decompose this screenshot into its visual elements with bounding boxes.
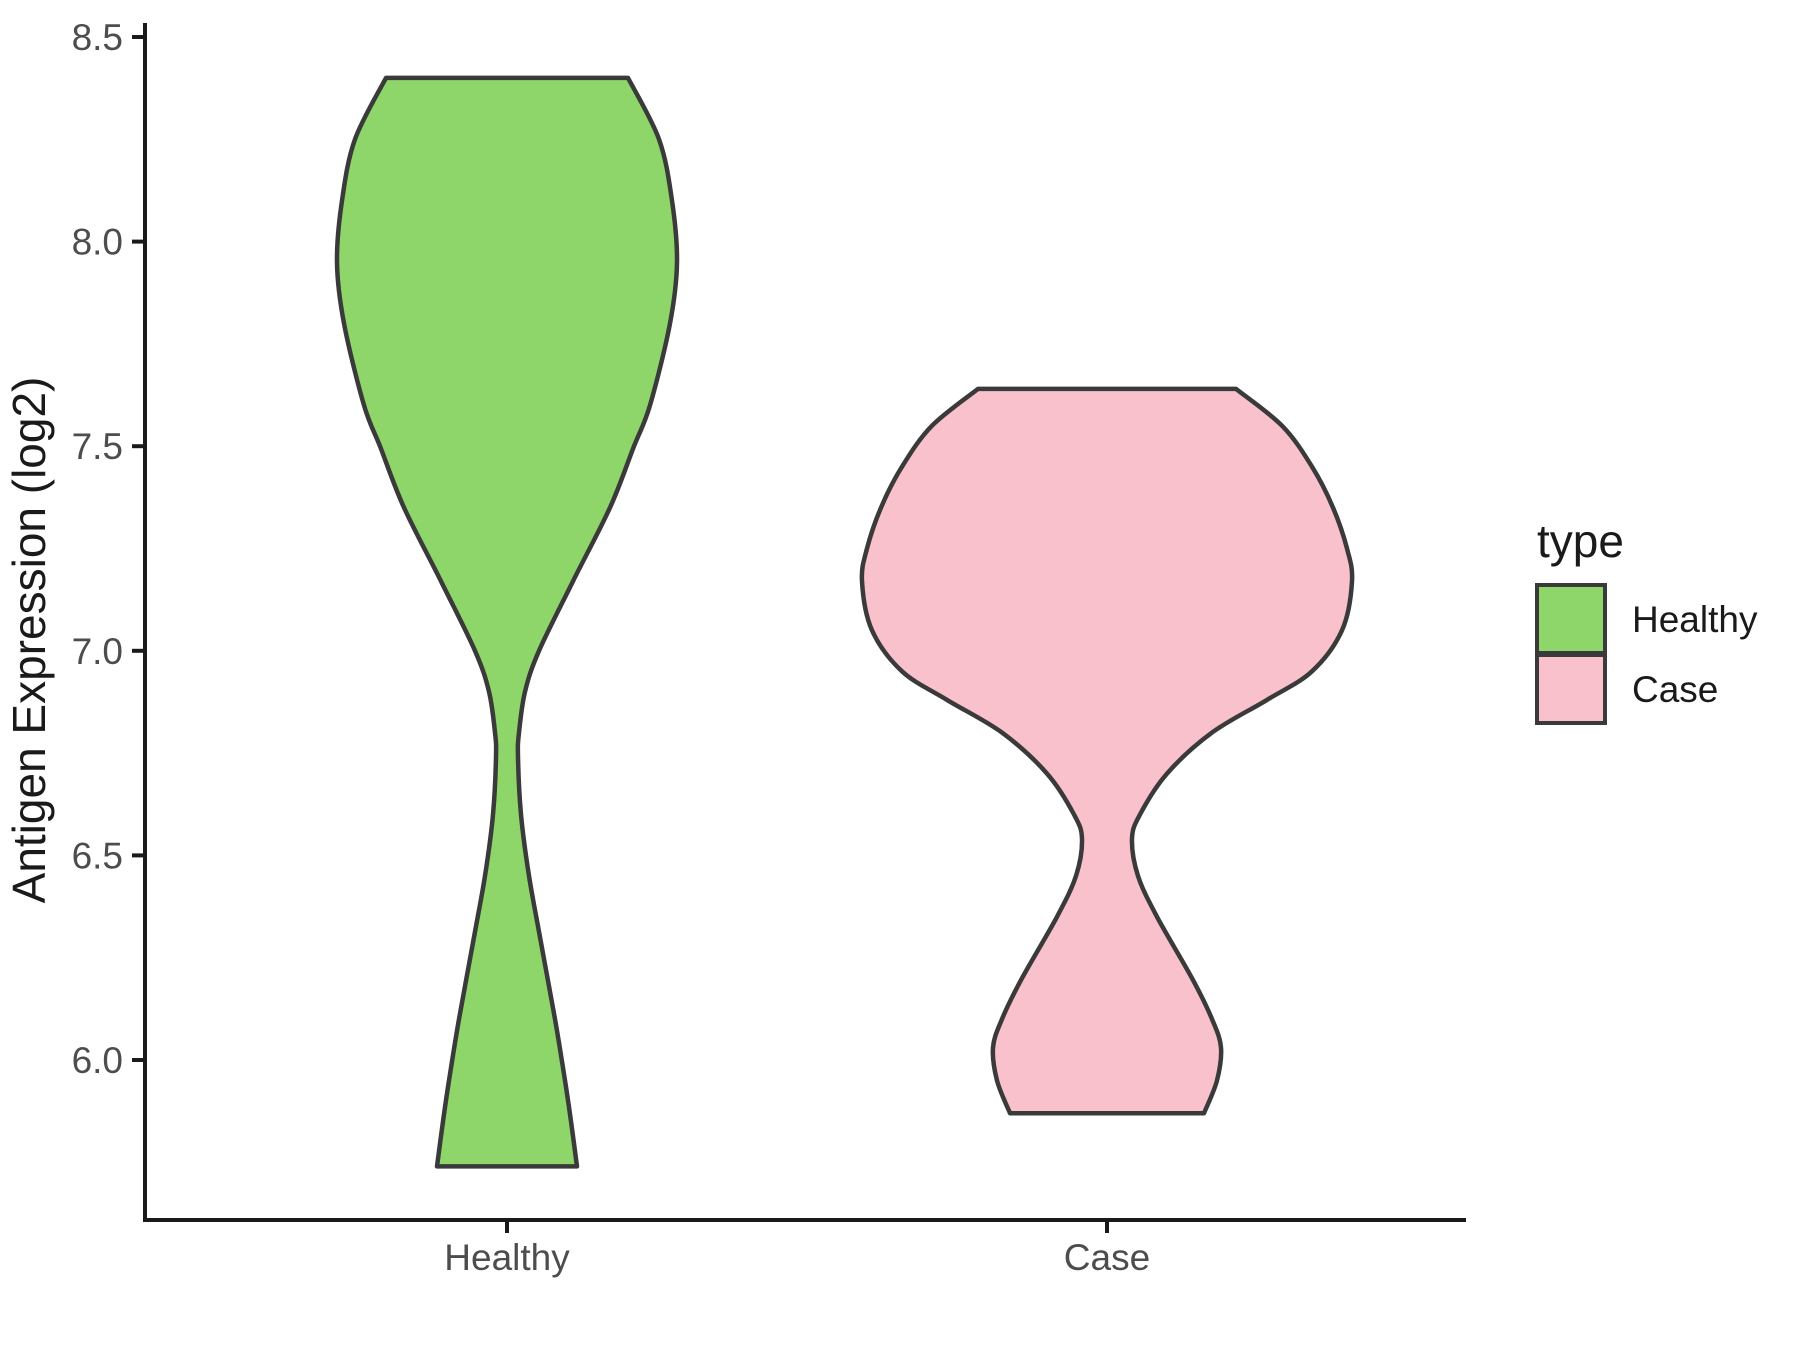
legend-key-healthy [1535, 583, 1607, 655]
violin-healthy [334, 75, 680, 1169]
y-tick-label: 8.5 [72, 17, 123, 58]
y-tick-label: 7.5 [72, 426, 123, 467]
legend-label-case: Case [1632, 669, 1718, 710]
legend-label-healthy: Healthy [1632, 599, 1758, 640]
axes-layer: 6.0 6.5 7.0 7.5 8.0 8.5 Healthy Case [72, 17, 1466, 1278]
violin-case [859, 386, 1355, 1116]
y-tick-label: 8.0 [72, 222, 123, 263]
x-tick-label: Case [1064, 1237, 1150, 1278]
y-tick-label: 6.0 [72, 1040, 123, 1081]
legend-key-case [1535, 653, 1607, 725]
x-tick-label: Healthy [444, 1237, 570, 1278]
legend-title: type [1537, 515, 1624, 567]
y-tick-label: 6.5 [72, 835, 123, 876]
violins-layer [334, 75, 1355, 1169]
y-tick-label: 7.0 [72, 631, 123, 672]
y-axis-title: Antigen Expression (log2) [3, 377, 55, 904]
legend-layer: Healthy Case [1535, 583, 1758, 725]
